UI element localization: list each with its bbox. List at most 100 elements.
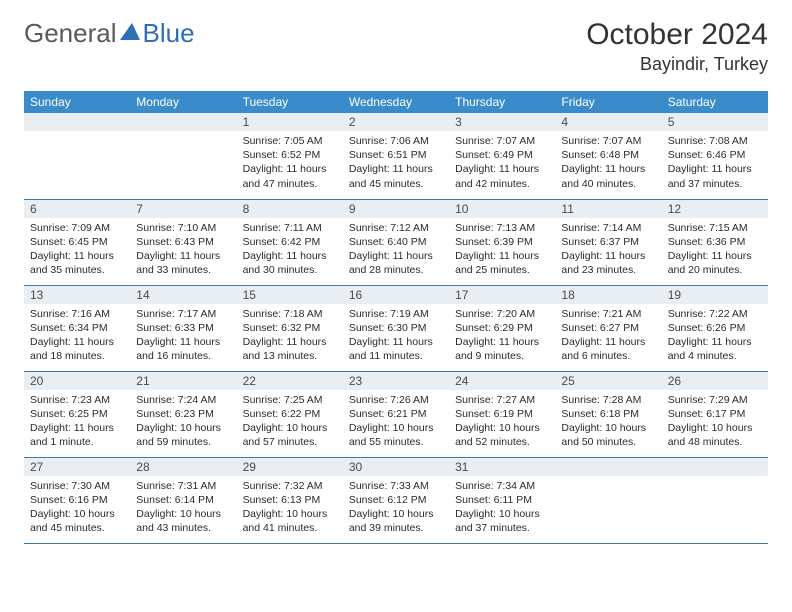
day-details: Sunrise: 7:33 AMSunset: 6:12 PMDaylight:…: [343, 476, 449, 540]
sunset-text: Sunset: 6:16 PM: [30, 493, 124, 507]
day-details: Sunrise: 7:06 AMSunset: 6:51 PMDaylight:…: [343, 131, 449, 195]
sunrise-text: Sunrise: 7:11 AM: [243, 221, 337, 235]
empty-date-bar: [662, 458, 768, 476]
calendar-table: Sunday Monday Tuesday Wednesday Thursday…: [24, 91, 768, 544]
sunset-text: Sunset: 6:42 PM: [243, 235, 337, 249]
sunrise-text: Sunrise: 7:05 AM: [243, 134, 337, 148]
sunrise-text: Sunrise: 7:24 AM: [136, 393, 230, 407]
sunset-text: Sunset: 6:23 PM: [136, 407, 230, 421]
sunrise-text: Sunrise: 7:29 AM: [668, 393, 762, 407]
daylight-text: Daylight: 11 hours and 11 minutes.: [349, 335, 443, 363]
day-header: Tuesday: [237, 91, 343, 113]
week-row: 13Sunrise: 7:16 AMSunset: 6:34 PMDayligh…: [24, 285, 768, 371]
logo-sail-icon: [119, 18, 141, 49]
daylight-text: Daylight: 11 hours and 33 minutes.: [136, 249, 230, 277]
sunset-text: Sunset: 6:40 PM: [349, 235, 443, 249]
day-details: Sunrise: 7:13 AMSunset: 6:39 PMDaylight:…: [449, 218, 555, 282]
date-number: 2: [343, 113, 449, 131]
week-row: 27Sunrise: 7:30 AMSunset: 6:16 PMDayligh…: [24, 457, 768, 543]
daylight-text: Daylight: 10 hours and 41 minutes.: [243, 507, 337, 535]
sunrise-text: Sunrise: 7:27 AM: [455, 393, 549, 407]
day-details: Sunrise: 7:12 AMSunset: 6:40 PMDaylight:…: [343, 218, 449, 282]
date-number: 26: [662, 372, 768, 390]
date-number: 9: [343, 200, 449, 218]
sunrise-text: Sunrise: 7:12 AM: [349, 221, 443, 235]
day-details: Sunrise: 7:31 AMSunset: 6:14 PMDaylight:…: [130, 476, 236, 540]
day-cell: 11Sunrise: 7:14 AMSunset: 6:37 PMDayligh…: [555, 199, 661, 285]
sunset-text: Sunset: 6:22 PM: [243, 407, 337, 421]
day-details: Sunrise: 7:22 AMSunset: 6:26 PMDaylight:…: [662, 304, 768, 368]
daylight-text: Daylight: 10 hours and 50 minutes.: [561, 421, 655, 449]
day-cell: 13Sunrise: 7:16 AMSunset: 6:34 PMDayligh…: [24, 285, 130, 371]
day-details: Sunrise: 7:20 AMSunset: 6:29 PMDaylight:…: [449, 304, 555, 368]
day-cell: 22Sunrise: 7:25 AMSunset: 6:22 PMDayligh…: [237, 371, 343, 457]
daylight-text: Daylight: 11 hours and 37 minutes.: [668, 162, 762, 190]
sunrise-text: Sunrise: 7:07 AM: [455, 134, 549, 148]
day-details: Sunrise: 7:19 AMSunset: 6:30 PMDaylight:…: [343, 304, 449, 368]
day-details: Sunrise: 7:25 AMSunset: 6:22 PMDaylight:…: [237, 390, 343, 454]
empty-date-bar: [130, 113, 236, 131]
date-number: 7: [130, 200, 236, 218]
date-number: 4: [555, 113, 661, 131]
sunrise-text: Sunrise: 7:07 AM: [561, 134, 655, 148]
sunrise-text: Sunrise: 7:20 AM: [455, 307, 549, 321]
day-cell: 6Sunrise: 7:09 AMSunset: 6:45 PMDaylight…: [24, 199, 130, 285]
daylight-text: Daylight: 11 hours and 45 minutes.: [349, 162, 443, 190]
daylight-text: Daylight: 11 hours and 25 minutes.: [455, 249, 549, 277]
empty-date-bar: [555, 458, 661, 476]
sunrise-text: Sunrise: 7:14 AM: [561, 221, 655, 235]
sunset-text: Sunset: 6:33 PM: [136, 321, 230, 335]
day-cell: 1Sunrise: 7:05 AMSunset: 6:52 PMDaylight…: [237, 113, 343, 199]
date-number: 13: [24, 286, 130, 304]
date-number: 1: [237, 113, 343, 131]
sunset-text: Sunset: 6:13 PM: [243, 493, 337, 507]
date-number: 14: [130, 286, 236, 304]
sunrise-text: Sunrise: 7:28 AM: [561, 393, 655, 407]
day-details: Sunrise: 7:14 AMSunset: 6:37 PMDaylight:…: [555, 218, 661, 282]
day-cell: [555, 457, 661, 543]
daylight-text: Daylight: 10 hours and 45 minutes.: [30, 507, 124, 535]
day-cell: [662, 457, 768, 543]
daylight-text: Daylight: 11 hours and 20 minutes.: [668, 249, 762, 277]
sunset-text: Sunset: 6:21 PM: [349, 407, 443, 421]
sunrise-text: Sunrise: 7:25 AM: [243, 393, 337, 407]
sunset-text: Sunset: 6:18 PM: [561, 407, 655, 421]
date-number: 19: [662, 286, 768, 304]
daylight-text: Daylight: 11 hours and 9 minutes.: [455, 335, 549, 363]
day-cell: 12Sunrise: 7:15 AMSunset: 6:36 PMDayligh…: [662, 199, 768, 285]
day-cell: 31Sunrise: 7:34 AMSunset: 6:11 PMDayligh…: [449, 457, 555, 543]
calendar-page: General Blue October 2024 Bayindir, Turk…: [0, 0, 792, 544]
sunrise-text: Sunrise: 7:09 AM: [30, 221, 124, 235]
daylight-text: Daylight: 11 hours and 13 minutes.: [243, 335, 337, 363]
day-details: Sunrise: 7:26 AMSunset: 6:21 PMDaylight:…: [343, 390, 449, 454]
day-cell: [24, 113, 130, 199]
day-header: Wednesday: [343, 91, 449, 113]
day-cell: 14Sunrise: 7:17 AMSunset: 6:33 PMDayligh…: [130, 285, 236, 371]
day-cell: 3Sunrise: 7:07 AMSunset: 6:49 PMDaylight…: [449, 113, 555, 199]
daylight-text: Daylight: 11 hours and 30 minutes.: [243, 249, 337, 277]
sunrise-text: Sunrise: 7:22 AM: [668, 307, 762, 321]
day-details: Sunrise: 7:24 AMSunset: 6:23 PMDaylight:…: [130, 390, 236, 454]
daylight-text: Daylight: 10 hours and 57 minutes.: [243, 421, 337, 449]
date-number: 16: [343, 286, 449, 304]
date-number: 21: [130, 372, 236, 390]
daylight-text: Daylight: 11 hours and 42 minutes.: [455, 162, 549, 190]
sunset-text: Sunset: 6:27 PM: [561, 321, 655, 335]
day-cell: 25Sunrise: 7:28 AMSunset: 6:18 PMDayligh…: [555, 371, 661, 457]
day-cell: 7Sunrise: 7:10 AMSunset: 6:43 PMDaylight…: [130, 199, 236, 285]
page-header: General Blue October 2024 Bayindir, Turk…: [24, 18, 768, 75]
week-row: 20Sunrise: 7:23 AMSunset: 6:25 PMDayligh…: [24, 371, 768, 457]
day-cell: 9Sunrise: 7:12 AMSunset: 6:40 PMDaylight…: [343, 199, 449, 285]
day-cell: 16Sunrise: 7:19 AMSunset: 6:30 PMDayligh…: [343, 285, 449, 371]
sunrise-text: Sunrise: 7:18 AM: [243, 307, 337, 321]
date-number: 22: [237, 372, 343, 390]
daylight-text: Daylight: 10 hours and 48 minutes.: [668, 421, 762, 449]
day-header: Saturday: [662, 91, 768, 113]
sunrise-text: Sunrise: 7:26 AM: [349, 393, 443, 407]
date-number: 18: [555, 286, 661, 304]
daylight-text: Daylight: 10 hours and 59 minutes.: [136, 421, 230, 449]
sunset-text: Sunset: 6:30 PM: [349, 321, 443, 335]
day-details: Sunrise: 7:27 AMSunset: 6:19 PMDaylight:…: [449, 390, 555, 454]
sunrise-text: Sunrise: 7:17 AM: [136, 307, 230, 321]
date-number: 11: [555, 200, 661, 218]
